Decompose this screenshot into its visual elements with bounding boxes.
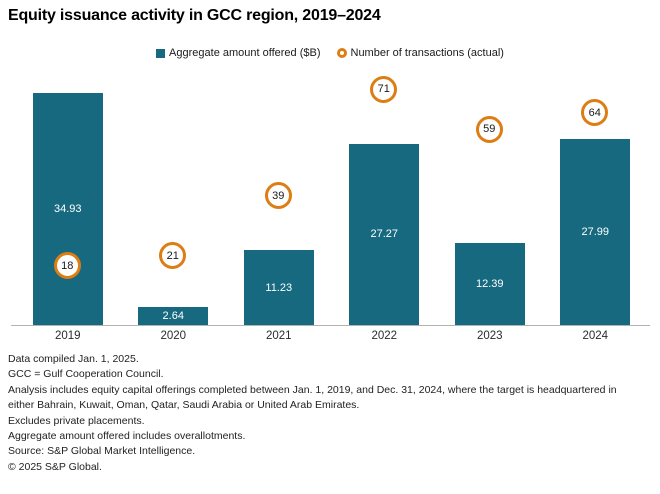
legend-item-transactions: Number of transactions (actual) <box>336 47 504 59</box>
transactions-marker: 39 <box>264 182 292 210</box>
footnote-line: Source: S&P Global Market Intelligence. <box>8 445 196 458</box>
footnote-line: Excludes private placements. <box>8 414 145 427</box>
transactions-marker: 59 <box>475 115 503 143</box>
transactions-count-label: 39 <box>272 189 285 202</box>
bar-value-label: 11.23 <box>265 281 293 294</box>
legend-label-transactions: Number of transactions (actual) <box>350 47 504 59</box>
footnote-line: © 2025 S&P Global. <box>8 460 102 473</box>
x-axis-line <box>11 324 650 326</box>
bar: 27.27 <box>349 143 420 325</box>
transactions-marker: 18 <box>53 252 81 280</box>
transactions-count-label: 18 <box>61 259 74 272</box>
x-axis-label: 2024 <box>582 330 609 342</box>
bar-series-swatch-icon <box>156 48 166 58</box>
legend: Aggregate amount offered ($B) Number of … <box>0 46 660 60</box>
legend-item-aggregate-amount: Aggregate amount offered ($B) <box>156 47 321 59</box>
footnote-line: Aggregate amount offered includes overal… <box>8 430 246 443</box>
bar-value-label: 27.27 <box>370 228 399 241</box>
chart-title: Equity issuance activity in GCC region, … <box>8 7 381 24</box>
x-axis-label: 2021 <box>265 330 292 342</box>
plot-area: 34.93 18 2019 2.64 21 2020 11.23 39 2021 27.27 71 2… <box>11 59 650 342</box>
footnote-line: Data compiled Jan. 1, 2025. <box>8 353 139 365</box>
legend-label-aggregate-amount: Aggregate amount offered ($B) <box>169 47 321 59</box>
bar-value-label: 2.64 <box>162 310 184 323</box>
bar: 34.93 <box>32 92 103 325</box>
footnotes: Data compiled Jan. 1, 2025. GCC = Gulf Co… <box>8 352 636 475</box>
transactions-count-label: 59 <box>483 123 496 136</box>
bar: 2.64 <box>138 307 209 325</box>
bar: 12.39 <box>454 242 525 325</box>
transactions-marker: 21 <box>159 242 187 270</box>
bar-value-label: 27.99 <box>581 225 610 238</box>
bar-value-label: 12.39 <box>475 277 504 290</box>
transactions-count-label: 71 <box>377 83 390 96</box>
transactions-marker: 64 <box>581 99 609 127</box>
transactions-count-label: 64 <box>588 106 601 119</box>
bar: 27.99 <box>560 138 631 325</box>
x-axis-label: 2022 <box>371 330 398 342</box>
bar-value-label: 34.93 <box>53 202 82 215</box>
footnote-line: GCC = Gulf Cooperation Council. <box>8 368 164 381</box>
circle-series-swatch-icon <box>336 48 347 58</box>
x-axis-label: 2019 <box>54 330 81 342</box>
bar: 11.23 <box>243 250 314 325</box>
x-axis-label: 2020 <box>160 330 187 342</box>
footnote-line: Analysis includes equity capital offerin… <box>8 383 617 412</box>
transactions-marker: 71 <box>370 75 398 103</box>
x-axis-label: 2023 <box>476 330 503 342</box>
transactions-count-label: 21 <box>166 249 179 262</box>
